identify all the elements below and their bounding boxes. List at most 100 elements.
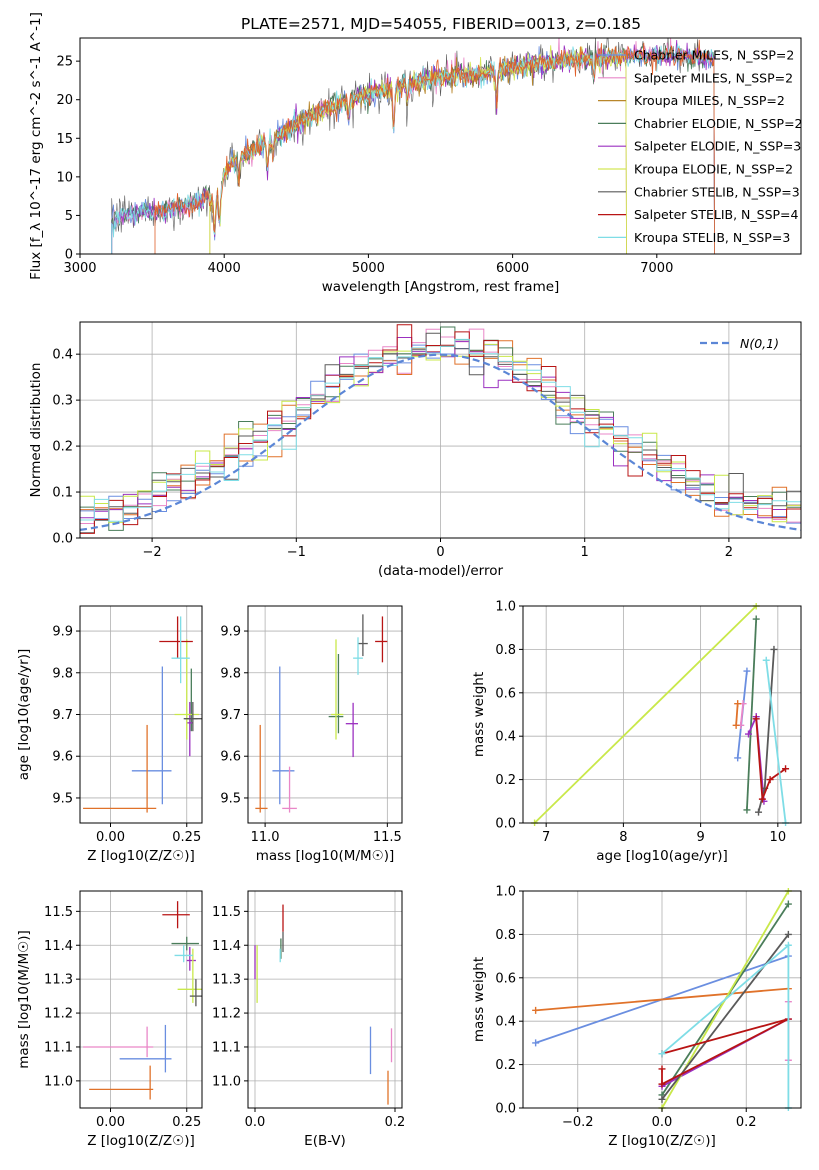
weight-lines [531, 603, 790, 826]
y-tick-label: 15 [56, 132, 73, 147]
axes-frame [522, 605, 802, 824]
y-tick-label: 11.4 [44, 939, 73, 954]
weight-marker [766, 776, 774, 784]
data-point [272, 666, 295, 805]
mass-weight-vs-age-panel: 7 8 9 10 0.0 0.2 0.4 0.6 0.8 1.0 age [log10(age/yr… [471, 600, 802, 864]
y-tick-label: 11.3 [44, 973, 73, 988]
histograms [80, 324, 801, 534]
y-tick-label: 25 [56, 55, 73, 70]
y-tick-label: 9.7 [220, 708, 241, 723]
weight-marker [755, 808, 763, 816]
weight-series-3 [746, 618, 758, 811]
x-tick-label: −2 [143, 545, 162, 560]
weight-series-6 [661, 933, 790, 1100]
data-point [189, 979, 202, 1007]
y-tick-label: 0.8 [495, 643, 516, 658]
y-tick-label: 9.9 [52, 625, 73, 640]
x-tick-label: 7 [542, 830, 550, 845]
data-point [375, 616, 388, 663]
data-point [119, 1024, 172, 1073]
weight-marker [732, 721, 740, 729]
data-point [282, 766, 297, 813]
legend-label: Kroupa MILES, N_SSP=2 [634, 93, 785, 108]
normal-curve [79, 353, 802, 531]
x-tick-label: 5000 [352, 261, 385, 276]
y-tick-label: 11.5 [212, 905, 241, 920]
spectrum-legend: Chabrier MILES, N_SSP=2 Salpeter MILES, N… [598, 48, 803, 245]
x-tick-label: 0.25 [172, 1115, 201, 1130]
data-point [331, 639, 344, 740]
mass-vs-extinction-panel: 0.0 0.2 11.0 11.1 11.2 11.3 11.4 11.5 E(B-V) [212, 890, 406, 1149]
data-point [174, 945, 193, 963]
spectrum-series-3 [111, 44, 715, 254]
spectrum-series-8 [111, 43, 715, 254]
y-tick-label: 20 [56, 93, 73, 108]
x-tick-label: −0.2 [562, 1115, 594, 1130]
y-tick-label: 0.4 [495, 1015, 516, 1030]
y-tick-label: 11.0 [44, 1074, 73, 1089]
data-point [83, 724, 157, 813]
spectrum-series-1 [111, 38, 715, 254]
histogram-series-8 [80, 338, 801, 522]
axes-frame [79, 37, 802, 255]
spectrum-lines [111, 38, 715, 254]
y-tick-label: 0.4 [52, 348, 73, 363]
legend-label: Kroupa STELIB, N_SSP=3 [634, 230, 790, 245]
y-tick-label: 10 [56, 170, 73, 185]
data-point [345, 702, 358, 758]
x-axis-label: age [log10(age/yr)] [596, 848, 728, 864]
weight-series-7 [755, 718, 787, 800]
x-tick-label: 11.5 [373, 830, 402, 845]
mass-vs-metallicity-panel: 0.00 0.25 11.0 11.1 11.2 11.3 11.4 11.5 Z [log10… [16, 890, 203, 1149]
weight-lines [532, 888, 792, 1111]
weight-marker [532, 1006, 540, 1014]
spectrum-panel: 3000 4000 5000 6000 7000 0 5 10 15 20 25 wavelength… [28, 12, 803, 295]
weight-marker [532, 1039, 540, 1047]
data-point [131, 666, 172, 805]
weight-marker [758, 795, 766, 803]
legend-label: Chabrier MILES, N_SSP=2 [634, 48, 794, 63]
figure-title: PLATE=2571, MJD=54055, FIBERID=0013, z=0… [241, 15, 641, 33]
weight-marker [762, 656, 770, 664]
y-tick-label: 11.3 [212, 973, 241, 988]
y-tick-label: 0.6 [495, 686, 516, 701]
data-point [255, 724, 268, 813]
legend-label: Chabrier ELODIE, N_SSP=2 [634, 116, 803, 131]
y-tick-label: 9.5 [220, 791, 241, 806]
weight-marker [743, 806, 751, 814]
y-tick-label: 0 [65, 248, 73, 263]
x-tick-label: 8 [619, 830, 627, 845]
x-tick-label: 4000 [208, 261, 241, 276]
y-tick-label: 0.1 [52, 486, 73, 501]
weight-marker [658, 1065, 666, 1073]
y-tick-label: 0.4 [495, 730, 516, 745]
normal-curve-legend-label: N(0,1) [740, 336, 779, 351]
x-tick-label: 0.2 [385, 1115, 406, 1130]
x-tick-label: −1 [287, 545, 306, 560]
weight-marker [658, 1080, 666, 1088]
weight-series-5 [533, 605, 757, 824]
y-tick-label: 9.6 [220, 750, 241, 765]
y-tick-label: 0.0 [495, 1102, 516, 1117]
x-tick-label: 9 [696, 830, 704, 845]
x-tick-label: 0.0 [652, 1115, 673, 1130]
y-tick-label: 0.6 [495, 971, 516, 986]
y-axis-label: Normed distribution [28, 363, 44, 498]
weight-marker [734, 700, 742, 708]
y-tick-label: 11.0 [212, 1074, 241, 1089]
weight-series-1 [739, 703, 744, 726]
weight-marker [658, 1050, 666, 1058]
x-tick-label: 0.00 [96, 1115, 125, 1130]
x-tick-label: 3000 [63, 261, 96, 276]
age-vs-mass-panel: 11.0 11.5 9.5 9.6 9.7 9.8 9.9 mass [log10(M/M☉)… [220, 605, 403, 864]
data-point [162, 901, 190, 929]
y-tick-label: 1.0 [495, 600, 516, 615]
data-point [186, 946, 196, 971]
weight-marker [658, 1095, 666, 1103]
x-tick-label: 7000 [640, 261, 673, 276]
y-tick-label: 11.1 [212, 1040, 241, 1055]
data-point [186, 701, 193, 757]
y-axis-label: mass [log10(M/M☉)] [16, 930, 32, 1069]
y-tick-label: 11.4 [212, 939, 241, 954]
